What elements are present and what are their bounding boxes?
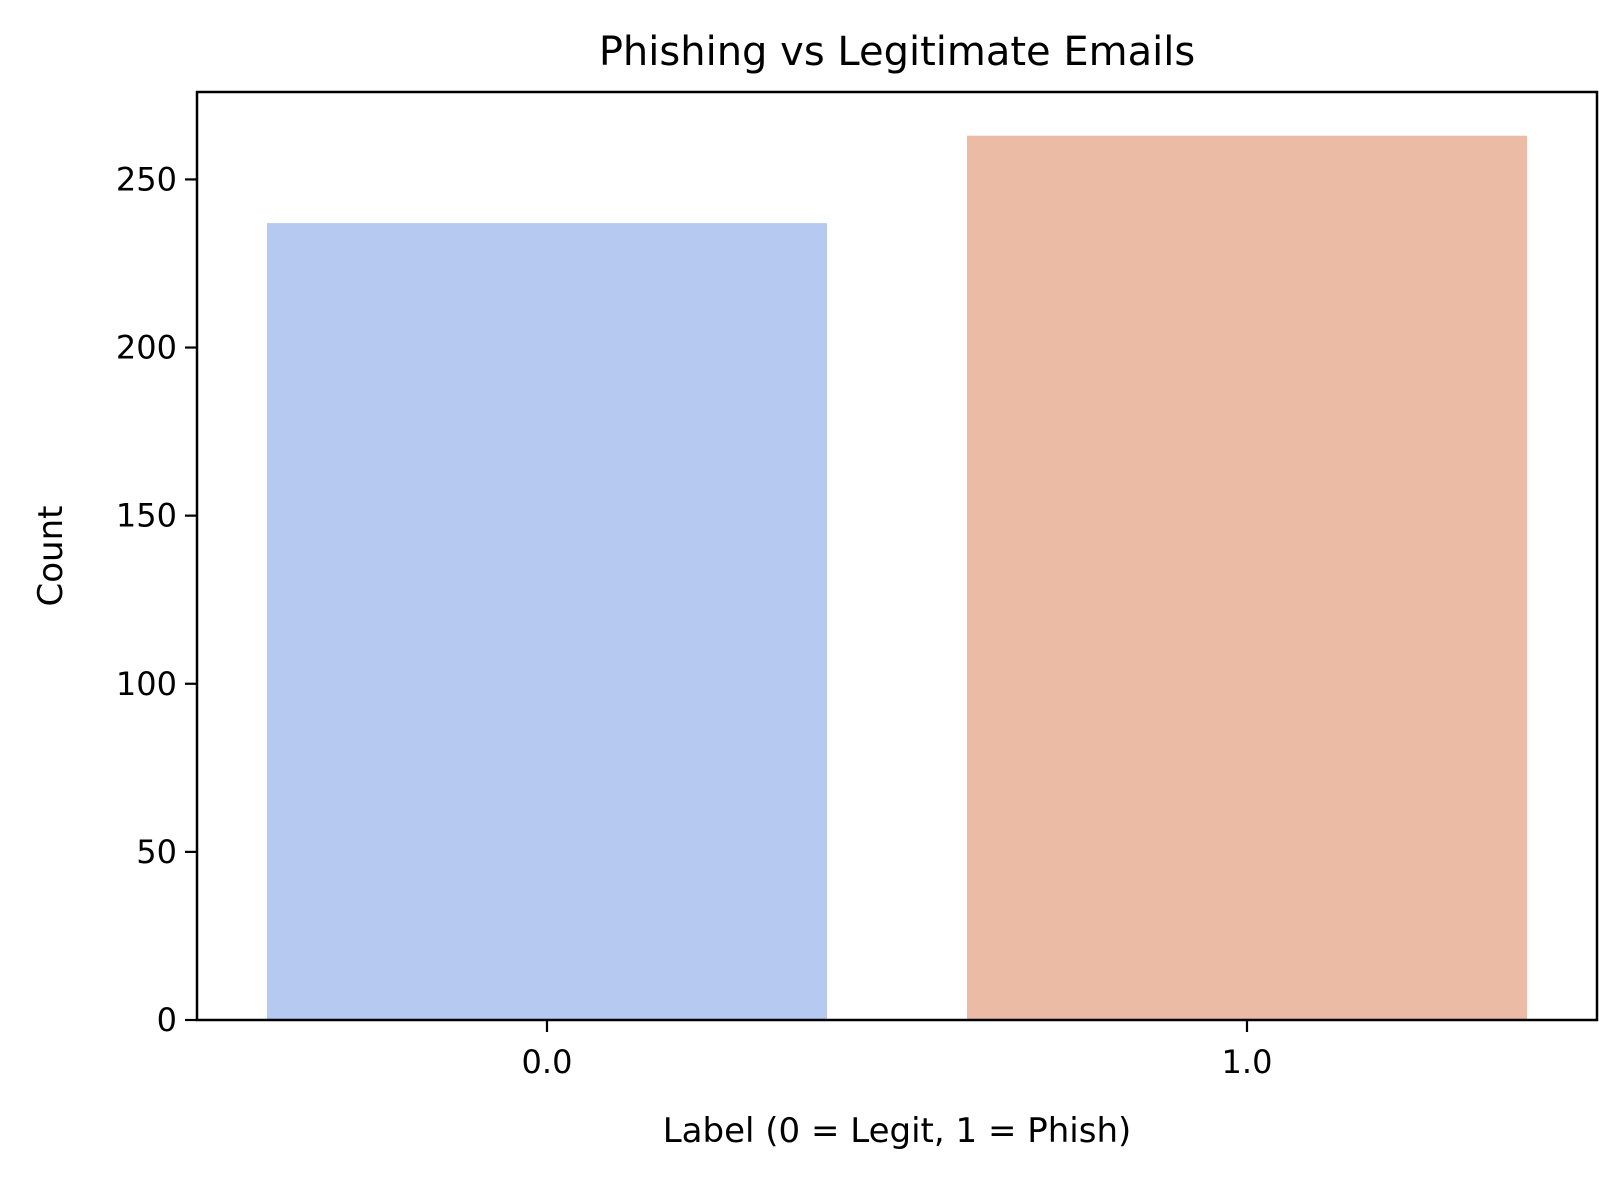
bar-0.0	[267, 223, 827, 1020]
plot-frame	[195, 90, 1599, 1022]
x-tick-label: 1.0	[1222, 1043, 1273, 1081]
y-tick-label: 100	[116, 665, 177, 703]
y-tick-label: 150	[116, 497, 177, 535]
y-tick-label: 50	[136, 833, 177, 871]
y-tick-label: 200	[116, 329, 177, 367]
chart-title: Phishing vs Legitimate Emails	[599, 29, 1195, 75]
plot-area: 0 50 100 150 200 250 0.0 1.0	[116, 135, 1527, 1081]
bar-1.0	[967, 135, 1527, 1020]
y-axis-label: Count	[31, 506, 71, 607]
y-tick-label: 250	[116, 160, 177, 198]
y-tick-label: 0	[157, 1001, 177, 1039]
x-axis-label: Label (0 = Legit, 1 = Phish)	[663, 1111, 1132, 1151]
x-tick-label: 0.0	[522, 1043, 573, 1081]
